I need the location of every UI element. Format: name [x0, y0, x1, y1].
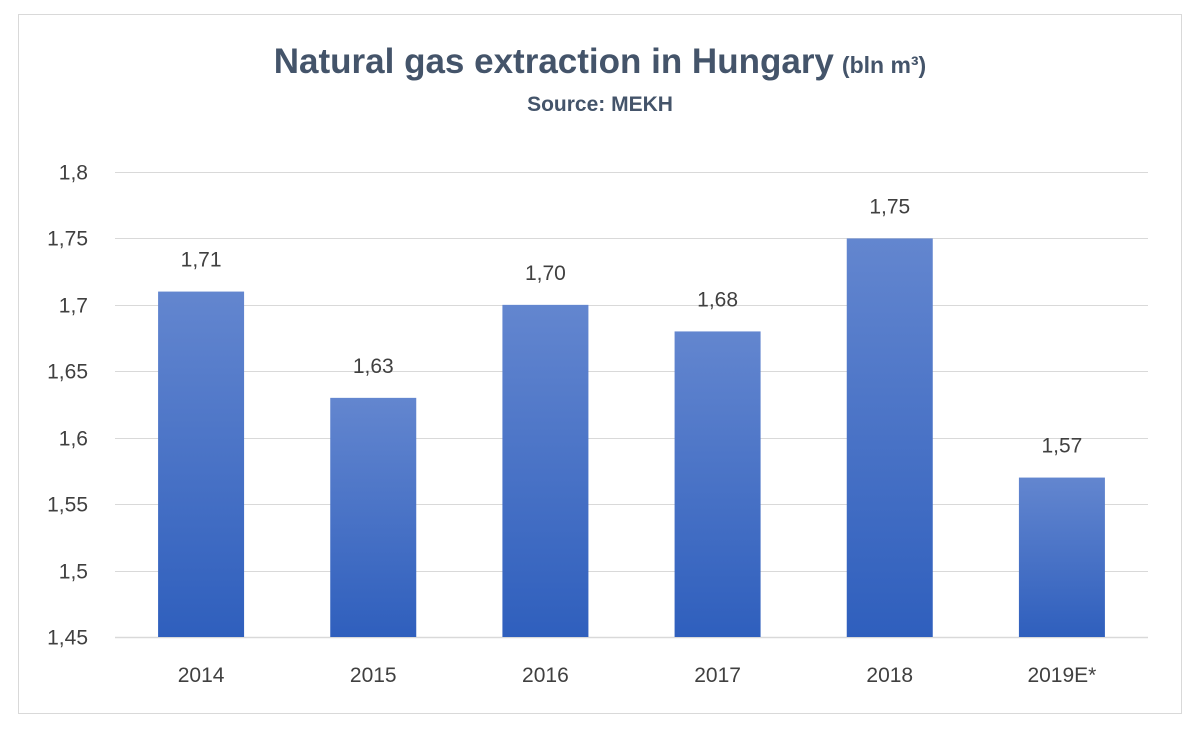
chart-title: Natural gas extraction in Hungary (bln m³…	[0, 40, 1200, 87]
chart-title-unit: (bln m³)	[841, 52, 927, 78]
data-label-2014: 1,71	[181, 249, 222, 272]
bar-2016	[502, 304, 589, 637]
data-label-2015: 1,63	[353, 355, 394, 378]
x-axis-ticks: 2014 2015 2016 2017 2018 2019E*	[178, 664, 1097, 687]
gridlines	[115, 172, 1148, 639]
x-tick-label: 2017	[694, 664, 741, 687]
y-tick-label: 1,5	[59, 561, 88, 584]
bar-2014	[158, 291, 245, 637]
chart-title-text: Natural gas extraction in Hungary	[273, 42, 834, 81]
y-tick-label: 1,45	[47, 627, 88, 650]
y-tick-label: 1,75	[47, 228, 88, 251]
data-labels: 1,71 1,63 1,70 1,68 1,75 1,57	[181, 195, 1083, 457]
bar-2019E*	[1018, 477, 1105, 637]
data-label-2018: 1,75	[869, 195, 910, 218]
data-label-2017: 1,68	[697, 288, 738, 311]
bars	[158, 238, 1105, 637]
chart-subtitle: Source: MEKH	[527, 93, 673, 116]
x-tick-label: 2016	[522, 664, 569, 687]
data-label-2016: 1,70	[525, 262, 566, 285]
y-tick-label: 1,8	[59, 162, 88, 185]
bar-2017	[674, 331, 761, 637]
x-tick-label: 2019E*	[1027, 664, 1096, 687]
chart-title-block: Natural gas extraction in Hungary (bln m³…	[0, 40, 1200, 119]
x-tick-label: 2018	[866, 664, 913, 687]
x-tick-label: 2014	[178, 664, 225, 687]
y-tick-label: 1,55	[47, 494, 88, 517]
bar-2018	[846, 238, 933, 637]
y-tick-label: 1,7	[59, 295, 88, 318]
y-tick-label: 1,6	[59, 428, 88, 451]
data-label-2019E*: 1,57	[1041, 435, 1082, 458]
bar-2015	[330, 397, 417, 637]
x-tick-label: 2015	[350, 664, 397, 687]
y-axis-ticks: 1,45 1,5 1,55 1,6 1,65 1,7 1,75 1,8	[47, 162, 88, 650]
y-tick-label: 1,65	[47, 361, 88, 384]
